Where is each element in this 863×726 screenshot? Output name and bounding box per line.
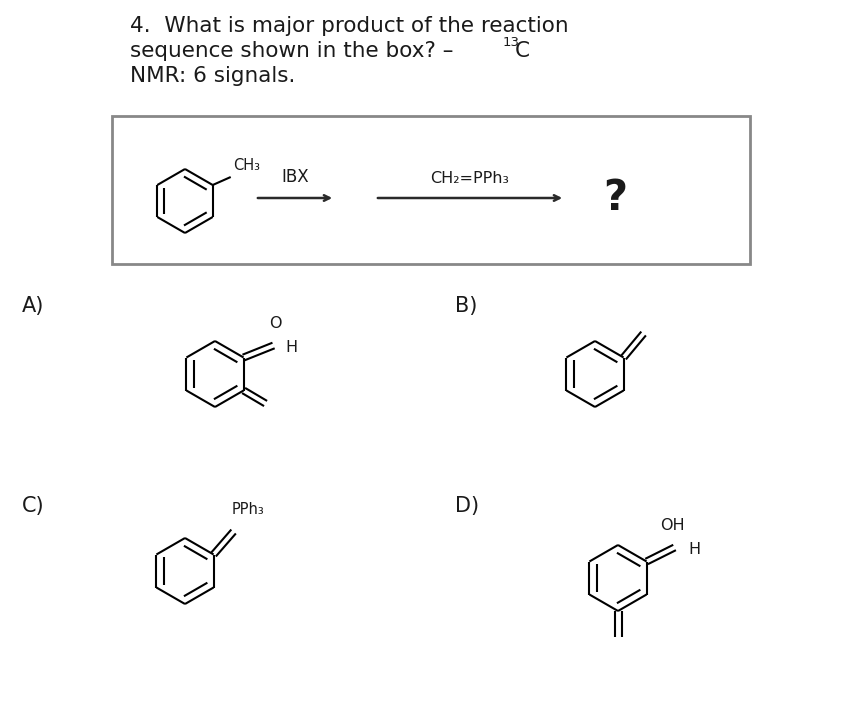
Text: O: O — [269, 317, 282, 332]
Bar — [112, 116, 750, 264]
Text: C): C) — [22, 496, 45, 516]
Text: NMR: 6 signals.: NMR: 6 signals. — [130, 66, 295, 86]
Text: B): B) — [455, 296, 477, 316]
Text: H: H — [689, 542, 701, 557]
Text: IBX: IBX — [281, 168, 309, 186]
Text: sequence shown in the box? –: sequence shown in the box? – — [130, 41, 460, 61]
Text: 13: 13 — [503, 36, 520, 49]
Text: 4.  What is major product of the reaction: 4. What is major product of the reaction — [130, 16, 569, 36]
Text: PPh₃: PPh₃ — [231, 502, 264, 518]
Text: ?: ? — [603, 177, 627, 219]
Text: OH: OH — [660, 518, 685, 532]
Text: C: C — [515, 41, 530, 61]
Text: D): D) — [455, 496, 479, 516]
Text: A): A) — [22, 296, 44, 316]
Text: H: H — [286, 340, 298, 355]
Text: CH₃: CH₃ — [233, 158, 260, 173]
Text: CH₂=PPh₃: CH₂=PPh₃ — [431, 171, 509, 186]
